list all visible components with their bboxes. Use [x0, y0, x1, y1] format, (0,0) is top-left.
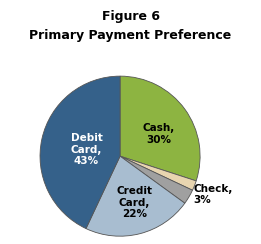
Text: Check,
3%: Check, 3%	[194, 184, 233, 205]
Text: Figure 6: Figure 6	[102, 10, 159, 23]
Wedge shape	[120, 156, 192, 203]
Wedge shape	[120, 76, 200, 181]
Text: Credit
Card,
22%: Credit Card, 22%	[116, 186, 152, 219]
Wedge shape	[86, 156, 185, 236]
Text: Primary Payment Preference: Primary Payment Preference	[29, 29, 232, 42]
Wedge shape	[120, 156, 196, 190]
Text: Cash,
30%: Cash, 30%	[142, 123, 175, 144]
Text: Debit
Card,
43%: Debit Card, 43%	[70, 133, 102, 166]
Wedge shape	[40, 76, 120, 229]
